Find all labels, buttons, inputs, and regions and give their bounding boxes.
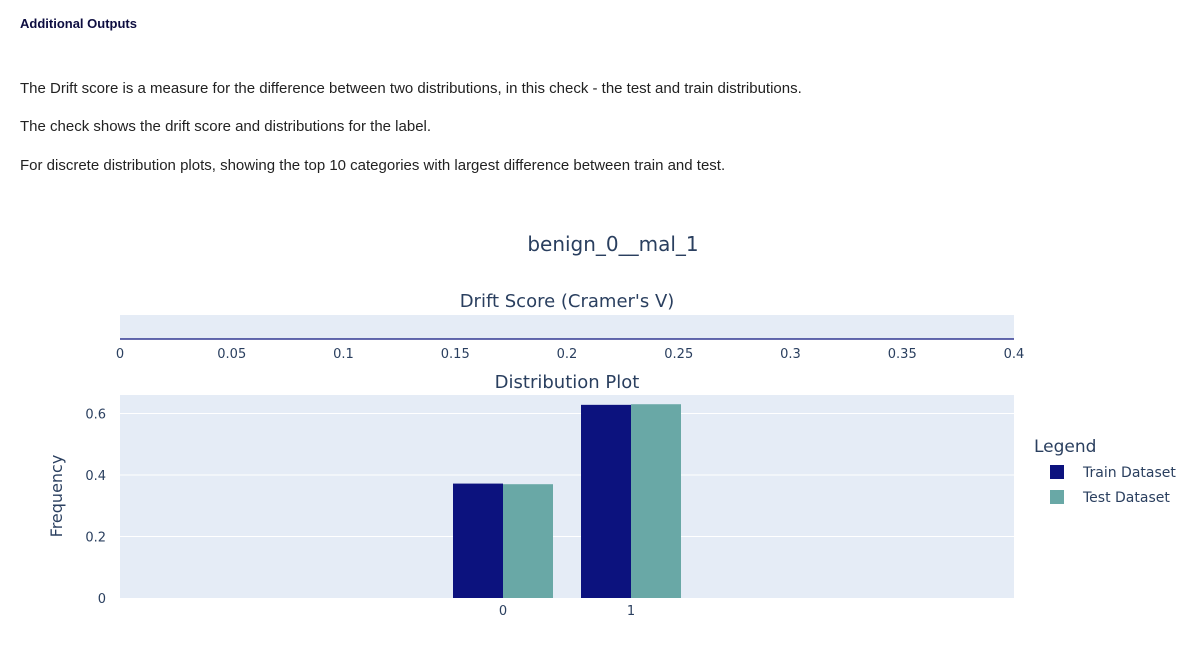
chart-legend: Legend Train Dataset Test Dataset bbox=[1034, 437, 1176, 506]
bar-test-0 bbox=[503, 484, 553, 598]
drift-score-tick-label: 0.25 bbox=[664, 347, 693, 362]
section-heading: Additional Outputs bbox=[20, 16, 137, 31]
drift-score-plot-area bbox=[120, 315, 1014, 339]
drift-score-tick-label: 0.2 bbox=[557, 347, 578, 362]
bar-test-1 bbox=[631, 404, 681, 598]
figure-title: benign_0__mal_1 bbox=[527, 232, 698, 256]
drift-score-title: Drift Score (Cramer's V) bbox=[460, 291, 675, 312]
y-tick-label: 0 bbox=[98, 592, 106, 607]
drift-score-tick-label: 0.05 bbox=[217, 347, 246, 362]
description-paragraph-3: For discrete distribution plots, showing… bbox=[20, 157, 726, 174]
y-axis-label: Frequency bbox=[47, 455, 66, 538]
drift-score-tick-label: 0 bbox=[116, 347, 124, 362]
drift-figure: benign_0__mal_1 Drift Score (Cramer's V)… bbox=[47, 232, 1176, 619]
drift-score-tick-label: 0.15 bbox=[441, 347, 470, 362]
legend-title: Legend bbox=[1034, 437, 1096, 457]
legend-swatch-test bbox=[1050, 490, 1064, 504]
drift-score-panel: Drift Score (Cramer's V) 0 0.05 0.1 0.15 0.2… bbox=[116, 291, 1024, 362]
legend-label-train: Train Dataset bbox=[1082, 465, 1176, 481]
y-tick-label: 0.4 bbox=[85, 469, 106, 484]
distribution-title: Distribution Plot bbox=[495, 372, 640, 393]
drift-score-tick-label: 0.4 bbox=[1004, 347, 1025, 362]
drift-score-tick-label: 0.1 bbox=[333, 347, 354, 362]
description-paragraph-1: The Drift score is a measure for the dif… bbox=[20, 80, 802, 97]
legend-swatch-train bbox=[1050, 465, 1064, 479]
bar-train-1 bbox=[581, 404, 631, 598]
distribution-panel: Distribution Plot 0 0.2 0.4 0.6 0 1 Frequenc… bbox=[47, 372, 1014, 619]
legend-label-test: Test Dataset bbox=[1082, 490, 1170, 506]
bar-train-0 bbox=[453, 483, 503, 598]
distribution-plot-area bbox=[120, 395, 1014, 598]
x-tick-label: 0 bbox=[499, 604, 507, 619]
x-tick-label: 1 bbox=[627, 604, 635, 619]
description-paragraph-2: The check shows the drift score and dist… bbox=[20, 118, 432, 135]
drift-score-tick-label: 0.35 bbox=[888, 347, 917, 362]
y-tick-label: 0.2 bbox=[85, 530, 106, 545]
drift-score-tick-label: 0.3 bbox=[780, 347, 801, 362]
y-tick-label: 0.6 bbox=[85, 407, 106, 422]
